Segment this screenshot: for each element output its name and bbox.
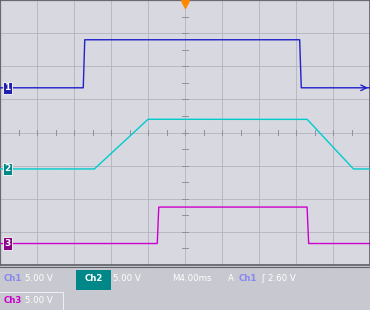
Text: ʃ: ʃ <box>261 274 264 283</box>
Text: 5.00 V: 5.00 V <box>25 274 53 283</box>
Text: 2.60 V: 2.60 V <box>268 274 296 283</box>
Text: 5.00 V: 5.00 V <box>25 296 53 305</box>
Text: Ch1: Ch1 <box>4 274 22 283</box>
Text: 5.00 V: 5.00 V <box>113 274 141 283</box>
Text: 3: 3 <box>4 239 10 248</box>
Text: A: A <box>228 274 233 283</box>
Text: Ch2: Ch2 <box>84 274 103 283</box>
Text: 1: 1 <box>4 83 10 92</box>
Text: Ch3: Ch3 <box>4 296 22 305</box>
Text: M4.00ms: M4.00ms <box>172 274 212 283</box>
Text: Ch1: Ch1 <box>239 274 257 283</box>
Text: 2: 2 <box>4 165 10 174</box>
FancyBboxPatch shape <box>76 269 111 290</box>
